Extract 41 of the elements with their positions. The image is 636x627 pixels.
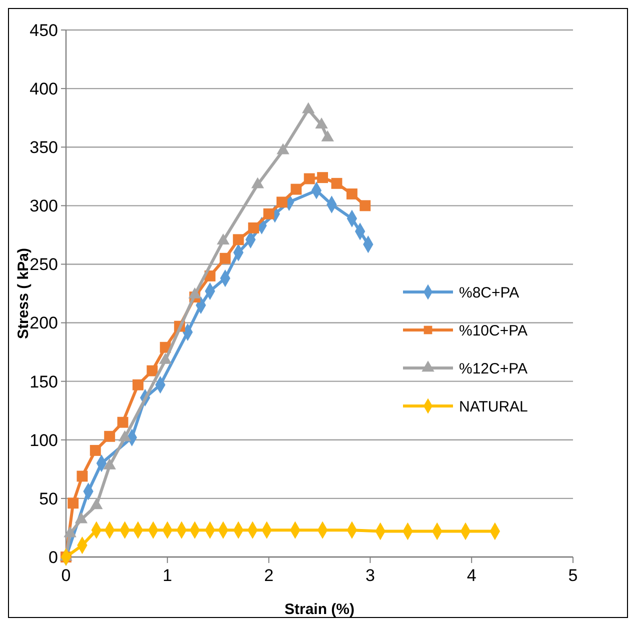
point bbox=[276, 196, 288, 208]
x-tick-label: 0 bbox=[61, 566, 71, 585]
y-tick-label: 450 bbox=[30, 20, 58, 40]
x-tick-label: 4 bbox=[466, 566, 476, 585]
y-tick-label: 100 bbox=[30, 430, 58, 450]
x-tick-label: 2 bbox=[264, 566, 274, 585]
y-tick-label: 300 bbox=[30, 196, 58, 216]
point bbox=[248, 222, 260, 234]
point bbox=[346, 188, 358, 200]
y-axis-title: Stress ( kPa) bbox=[15, 248, 32, 339]
point bbox=[290, 184, 302, 195]
legend-label: NATURAL bbox=[459, 398, 528, 416]
point bbox=[360, 200, 371, 212]
y-tick-label: 150 bbox=[30, 372, 58, 392]
point bbox=[263, 208, 274, 220]
point bbox=[132, 379, 144, 390]
point bbox=[68, 498, 79, 509]
point bbox=[331, 178, 342, 189]
point bbox=[117, 416, 128, 428]
point bbox=[232, 234, 244, 246]
legend-label: %10C+PA bbox=[459, 322, 528, 340]
y-tick-label: 200 bbox=[30, 314, 58, 333]
point bbox=[220, 252, 231, 264]
y-tick-label: 50 bbox=[39, 489, 58, 508]
x-tick-label: 1 bbox=[162, 566, 172, 585]
legend-label: %8C+PA bbox=[459, 284, 520, 302]
y-tick-label: 250 bbox=[30, 255, 58, 274]
x-tick-label: 3 bbox=[365, 566, 375, 585]
point bbox=[104, 430, 116, 442]
point bbox=[90, 444, 101, 456]
x-tick-label: 5 bbox=[568, 566, 578, 585]
point bbox=[317, 172, 328, 184]
x-axis-title: Strain (%) bbox=[284, 601, 355, 618]
point bbox=[76, 470, 88, 482]
y-tick-label: 400 bbox=[30, 80, 58, 99]
point bbox=[146, 365, 158, 376]
point bbox=[315, 118, 328, 129]
point bbox=[304, 173, 315, 184]
y-tick-label: 0 bbox=[48, 548, 58, 567]
legend-label: %12C+PA bbox=[459, 360, 528, 378]
y-tick-label: 350 bbox=[30, 138, 58, 158]
